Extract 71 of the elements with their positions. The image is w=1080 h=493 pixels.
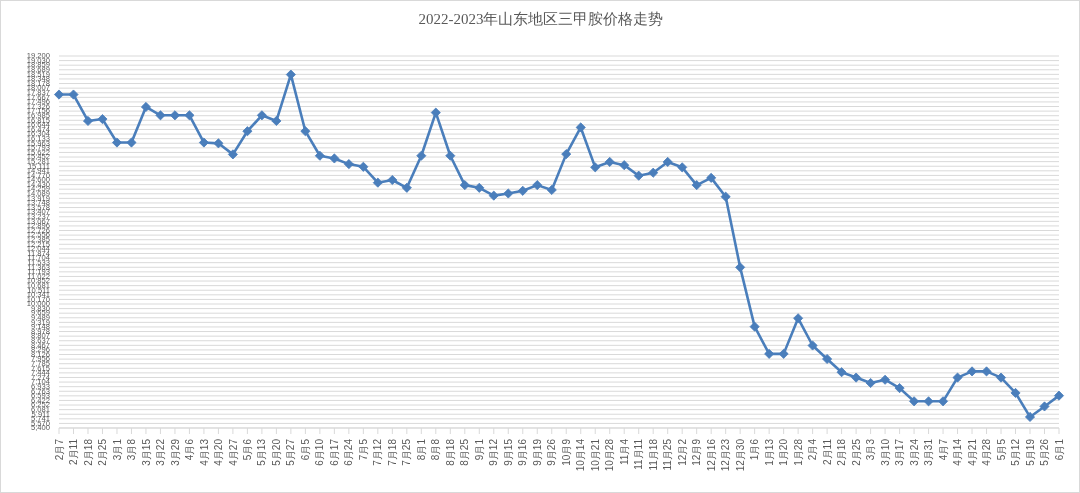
x-tick-label: 5月20 xyxy=(270,438,282,466)
x-tick-label: 10月21 xyxy=(589,438,601,472)
x-tick-label: 8月8 xyxy=(430,438,442,461)
x-tick-label: 3月10 xyxy=(879,438,891,466)
x-tick-label: 12月23 xyxy=(720,438,732,472)
x-tick-label: 2月11 xyxy=(821,438,833,465)
x-tick-label: 8月1 xyxy=(415,438,427,461)
x-tick-label: 11月18 xyxy=(647,438,659,471)
x-tick-label: 3月3 xyxy=(865,438,877,461)
x-tick-label: 5月26 xyxy=(1039,438,1051,466)
x-tick-label: 1月6 xyxy=(749,438,761,461)
x-tick-label: 11月4 xyxy=(618,438,630,465)
x-tick-label: 9月16 xyxy=(517,438,529,466)
x-tick-label: 3月31 xyxy=(923,438,935,466)
x-tick-label: 2月4 xyxy=(807,438,819,461)
x-tick-label: 6月1 xyxy=(1053,438,1065,461)
x-tick-label: 4月21 xyxy=(966,438,978,466)
x-tick-label: 7月12 xyxy=(372,438,384,466)
chart-title: 2022-2023年山东地区三甲胺价格走势 xyxy=(417,10,665,29)
x-tick-label: 1月13 xyxy=(763,438,775,466)
x-tick-label: 6月17 xyxy=(328,438,340,466)
x-tick-label: 5月5 xyxy=(995,438,1007,461)
x-tick-label: 4月7 xyxy=(937,438,949,461)
x-tick-label: 10月28 xyxy=(604,438,616,472)
x-tick-label: 7月18 xyxy=(386,438,398,466)
x-tick-label: 9月1 xyxy=(473,438,485,461)
x-tick-label: 5月6 xyxy=(242,438,254,461)
x-tick-label: 2月18 xyxy=(836,438,848,466)
x-tick-label: 8月18 xyxy=(444,438,456,466)
x-tick-label: 8月25 xyxy=(459,438,471,466)
x-tick-label: 3月8 xyxy=(126,438,138,461)
x-tick-label: 3月17 xyxy=(894,438,906,466)
x-tick-label: 4月20 xyxy=(213,438,225,466)
x-tick-label: 7月5 xyxy=(357,438,369,461)
x-tick-label: 11月25 xyxy=(662,438,674,471)
x-tick-label: 9月19 xyxy=(531,438,543,466)
x-tick-label: 2月25 xyxy=(97,438,109,466)
x-tick-label: 4月14 xyxy=(952,438,964,466)
x-tick-label: 9月26 xyxy=(546,438,558,466)
x-tick-label: 4月28 xyxy=(981,438,993,466)
x-tick-label: 12月30 xyxy=(734,438,746,472)
x-tick-label: 10月9 xyxy=(560,438,572,466)
x-tick-label: 3月15 xyxy=(140,438,152,466)
x-tick-label: 4月27 xyxy=(227,438,239,466)
x-tick-label: 5月12 xyxy=(1010,438,1022,466)
x-tick-label: 12月16 xyxy=(705,438,717,472)
x-tick-label: 5月13 xyxy=(256,438,268,466)
x-tick-label: 2月18 xyxy=(82,438,94,466)
x-tick-label: 3月29 xyxy=(169,438,181,466)
x-tick-label: 4月13 xyxy=(198,438,210,466)
x-tick-label: 6月24 xyxy=(343,438,355,466)
x-tick-label: 5月19 xyxy=(1024,438,1036,466)
x-tick-label: 12月2 xyxy=(676,438,688,466)
x-tick-label: 6月10 xyxy=(314,438,326,466)
x-tick-label: 4月6 xyxy=(184,438,196,461)
x-tick-label: 11月11 xyxy=(633,438,645,470)
x-tick-label: 9月15 xyxy=(502,438,514,466)
x-tick-label: 12月9 xyxy=(691,438,703,466)
x-tick-label: 3月22 xyxy=(155,438,167,466)
x-tick-label: 1月28 xyxy=(792,438,804,466)
x-tick-label: 1月20 xyxy=(778,438,790,466)
x-tick-label: 9月12 xyxy=(488,438,500,466)
x-tick-label: 2月7 xyxy=(53,438,65,461)
x-tick-label: 5月27 xyxy=(285,438,297,466)
x-tick-label: 2月11 xyxy=(68,438,80,465)
x-tick-label: 2月25 xyxy=(850,438,862,466)
x-tick-label: 3月24 xyxy=(908,438,920,466)
x-tick-label: 7月25 xyxy=(401,438,413,466)
x-tick-label: 10月14 xyxy=(575,438,587,472)
x-tick-label: 6月5 xyxy=(299,438,311,461)
x-tick-label: 3月1 xyxy=(111,438,123,461)
